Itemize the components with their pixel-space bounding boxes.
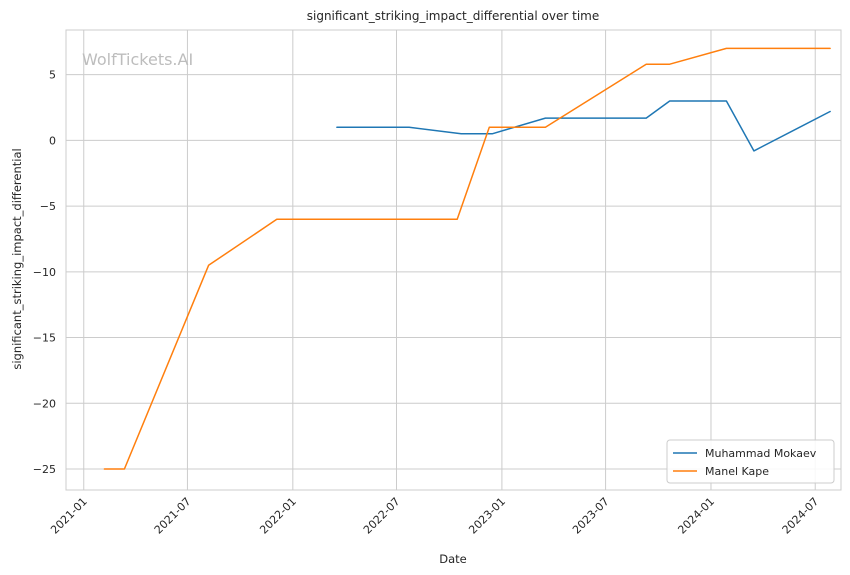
plot-frame	[65, 29, 842, 491]
y-tick-label: −25	[33, 463, 56, 476]
x-tick-labels: 2021-01 2021-07 2022-01 2022-07 2023-01 2023-…	[48, 495, 821, 537]
x-tick-label: 2024-07	[780, 495, 822, 537]
x-tick-label: 2023-01	[466, 495, 508, 537]
legend-label-manel-kape: Manel Kape	[705, 465, 769, 478]
y-tick-label: −10	[33, 266, 56, 279]
grid	[66, 30, 841, 490]
y-tick-label: 5	[49, 69, 56, 82]
x-tick-label: 2021-01	[48, 495, 90, 537]
y-tick-label: −5	[40, 200, 56, 213]
series-line-muhammad-mokaev	[336, 100, 831, 152]
series-line-manel-kape	[103, 47, 831, 470]
x-tick-label: 2024-01	[675, 495, 717, 537]
watermark: WolfTickets.AI	[82, 50, 193, 69]
chart-title: significant_striking_impact_differential…	[307, 9, 599, 23]
x-axis-title: Date	[439, 552, 467, 566]
x-tick-label: 2022-01	[257, 495, 299, 537]
x-tick-label: 2022-07	[361, 495, 403, 537]
y-tick-label: −15	[33, 332, 56, 345]
y-tick-label: 0	[49, 134, 56, 147]
y-tick-labels: −25 −20 −15 −10 −5 0 5	[33, 69, 56, 476]
legend-box	[666, 439, 835, 484]
y-axis-title: significant_striking_impact_differential	[10, 148, 24, 369]
legend: Muhammad Mokaev Manel Kape	[666, 439, 835, 484]
x-tick-label: 2021-07	[152, 495, 194, 537]
legend-label-muhammad-mokaev: Muhammad Mokaev	[705, 447, 817, 460]
y-tick-label: −20	[33, 397, 56, 410]
series-lines	[103, 47, 831, 470]
x-tick-label: 2023-07	[570, 495, 612, 537]
